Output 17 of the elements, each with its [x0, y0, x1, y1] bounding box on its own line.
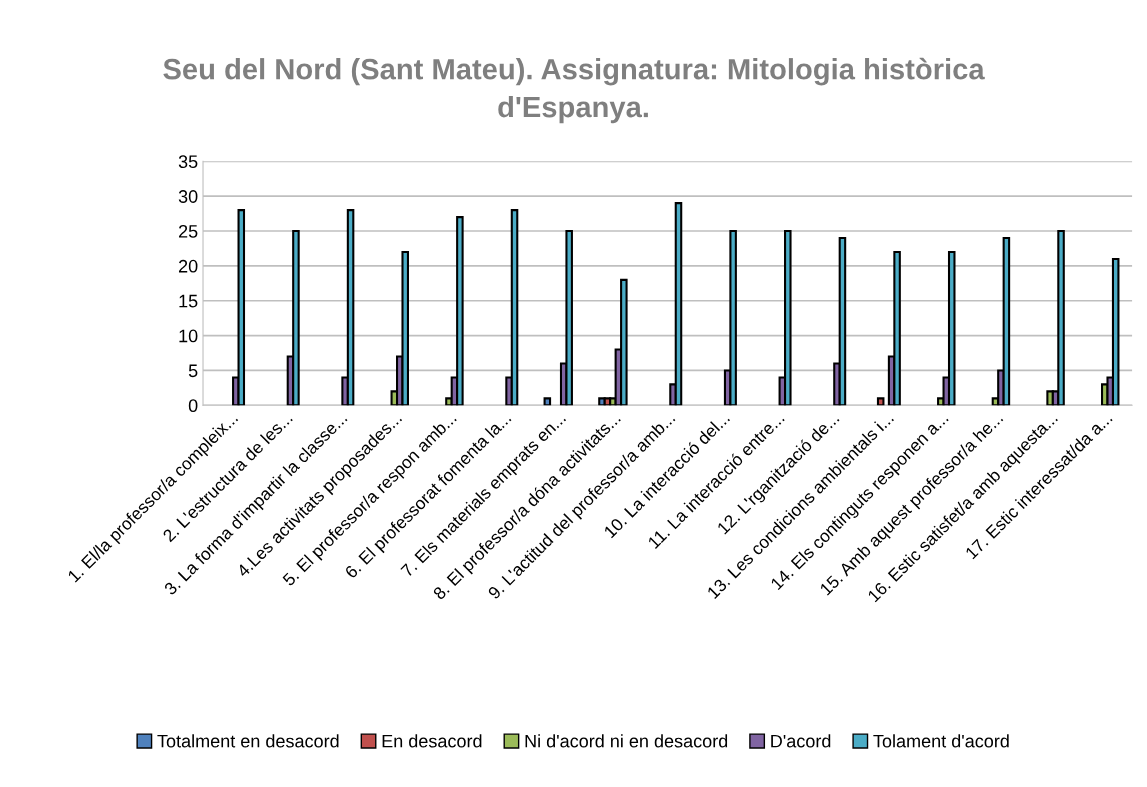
y-tick-label: 10 — [179, 329, 198, 343]
y-tick-label: 15 — [179, 294, 198, 308]
bar — [876, 397, 885, 406]
legend-label: Ni d'acord ni en desacord — [525, 734, 728, 748]
legend-label: Totalment en desacord — [157, 734, 339, 748]
y-tick-label: 30 — [178, 190, 198, 203]
y-tick-label: 20 — [178, 259, 198, 273]
y-tick-label: 0 — [188, 399, 198, 413]
y-tick-label: 35 — [178, 155, 198, 169]
bar — [947, 250, 956, 406]
chart-title: Seu del Nord (Sant Mateu). Assignatura: Mitologia històrica d'Espanya. — [163, 57, 985, 124]
bar — [543, 397, 552, 406]
y-tick-label: 25 — [178, 224, 198, 238]
legend-label: D'acord — [771, 734, 831, 748]
y-tick-label: 5 — [188, 364, 198, 378]
legend-label: Tolament d'acord — [873, 734, 1009, 748]
legend-label: En desacord — [382, 734, 482, 748]
